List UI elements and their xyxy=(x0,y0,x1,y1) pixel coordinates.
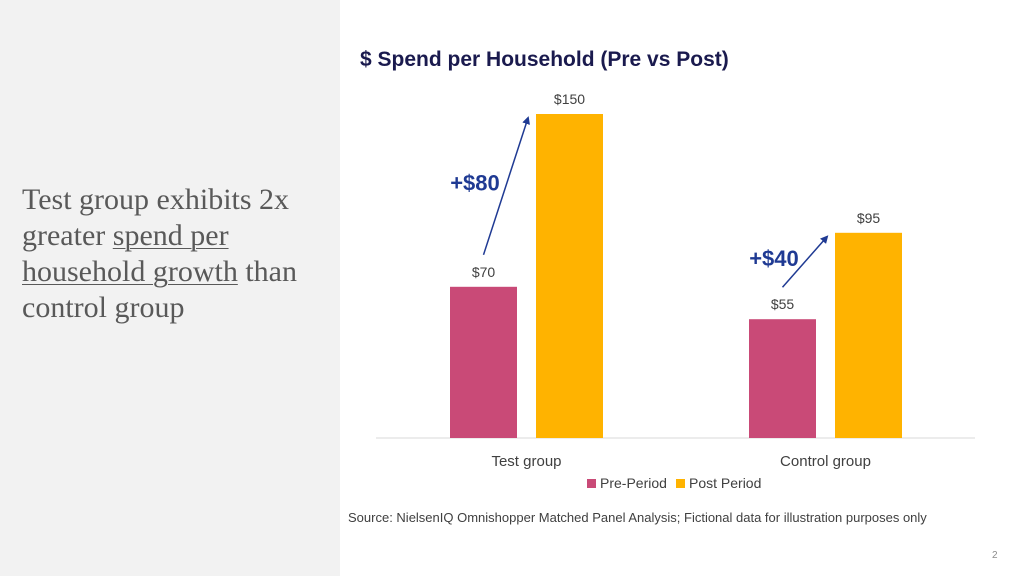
source-note: Source: NielsenIQ Omnishopper Matched Pa… xyxy=(348,510,927,525)
headline-text-2: than control group xyxy=(22,255,297,324)
pre-period-bar xyxy=(749,319,816,438)
legend: Pre-Period Post Period xyxy=(587,475,761,491)
pre-period-bar xyxy=(450,286,517,438)
data-label: $70 xyxy=(472,264,496,280)
labels-group: $70 $150 Test group $55 $95 Control group xyxy=(472,91,881,470)
chart-title: $ Spend per Household (Pre vs Post) xyxy=(360,48,729,71)
bars-group xyxy=(450,114,902,438)
growth-arrow xyxy=(781,235,829,288)
growth-annotation: +$40 xyxy=(749,246,799,271)
legend-swatch xyxy=(587,479,596,488)
category-label: Control group xyxy=(780,453,871,470)
growth-annotation: +$80 xyxy=(450,170,500,195)
legend-label: Post Period xyxy=(689,475,761,491)
annotations-group: +$80 +$40 xyxy=(450,116,829,288)
headline-emphasis: spend per household growth xyxy=(22,219,238,288)
legend-swatch xyxy=(676,479,685,488)
left-panel xyxy=(0,0,340,576)
growth-arrow xyxy=(482,116,530,256)
legend-label: Pre-Period xyxy=(600,475,667,491)
post-period-bar xyxy=(835,232,902,438)
post-period-bar xyxy=(536,114,603,438)
category-label: Test group xyxy=(491,453,561,470)
data-label: $95 xyxy=(857,210,881,226)
data-label: $150 xyxy=(554,91,585,107)
headline-text-1: Test group exhibits 2x greater xyxy=(22,183,290,252)
page-number: 2 xyxy=(992,550,998,561)
slide-headline: Test group exhibits 2x greater spend per… xyxy=(22,182,337,326)
data-label: $55 xyxy=(771,296,795,312)
